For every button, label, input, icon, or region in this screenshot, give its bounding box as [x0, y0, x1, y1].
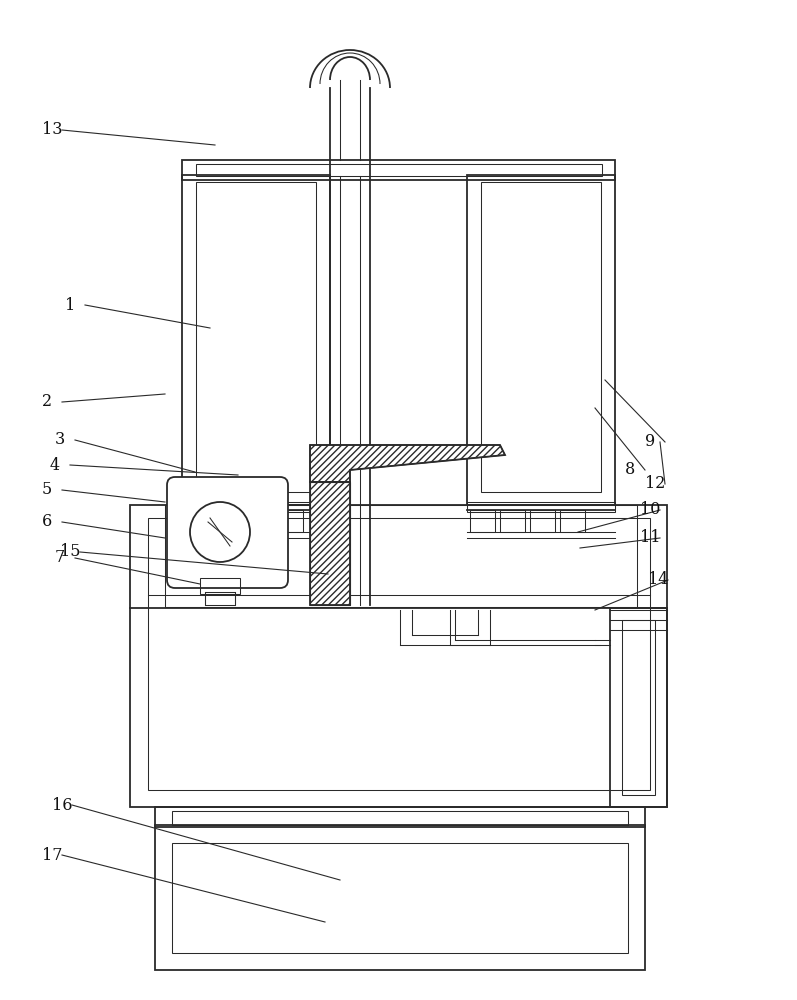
Text: 17: 17: [42, 846, 62, 863]
Bar: [155, 825, 645, 970]
Bar: [172, 811, 628, 825]
Bar: [205, 592, 235, 605]
Bar: [500, 510, 525, 532]
Bar: [182, 160, 615, 180]
Bar: [148, 518, 650, 790]
Text: 5: 5: [42, 482, 53, 498]
Text: 6: 6: [42, 514, 53, 530]
Bar: [182, 502, 330, 512]
Bar: [467, 502, 615, 512]
Bar: [196, 164, 602, 176]
Text: 4: 4: [50, 456, 60, 474]
Text: 8: 8: [625, 462, 635, 479]
Text: 1: 1: [65, 296, 75, 314]
Bar: [481, 182, 601, 492]
Text: 3: 3: [55, 432, 65, 448]
Bar: [560, 510, 585, 532]
Text: 14: 14: [648, 572, 669, 588]
Bar: [182, 175, 330, 505]
Polygon shape: [310, 445, 505, 482]
Bar: [622, 620, 655, 795]
Text: 2: 2: [42, 393, 52, 410]
Bar: [196, 182, 316, 492]
Text: 15: 15: [60, 544, 80, 560]
Bar: [188, 510, 213, 532]
Polygon shape: [310, 482, 350, 605]
Bar: [278, 510, 303, 532]
Bar: [165, 505, 637, 607]
FancyBboxPatch shape: [167, 477, 288, 588]
Text: 16: 16: [52, 796, 73, 814]
Bar: [200, 578, 240, 594]
Bar: [155, 807, 645, 827]
Bar: [610, 608, 667, 807]
Bar: [172, 843, 628, 953]
Bar: [130, 505, 667, 807]
Text: 11: 11: [640, 530, 661, 546]
Bar: [530, 510, 555, 532]
Text: 7: 7: [55, 550, 65, 566]
Text: 10: 10: [640, 502, 661, 518]
Text: 12: 12: [645, 476, 665, 492]
Text: 9: 9: [645, 434, 655, 450]
Bar: [248, 510, 273, 532]
Bar: [467, 175, 615, 505]
Bar: [218, 510, 243, 532]
Text: 13: 13: [42, 121, 62, 138]
Bar: [470, 510, 495, 532]
